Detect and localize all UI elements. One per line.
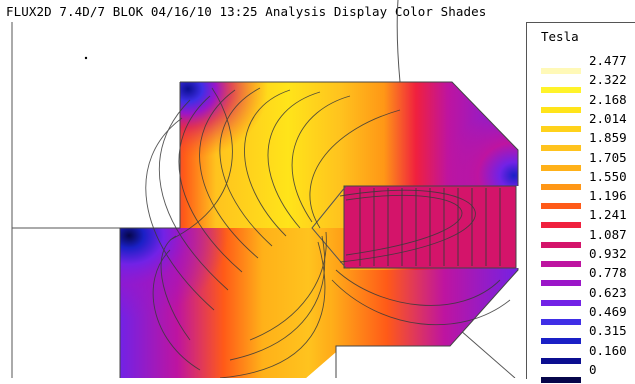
pole-notch — [311, 185, 347, 269]
legend-swatch — [541, 280, 581, 287]
legend-entry: 1.859 — [541, 130, 635, 152]
flux-plot-canvas — [11, 0, 519, 378]
block-flux-lines — [359, 188, 501, 266]
legend-entry: 0.932 — [541, 246, 635, 268]
legend-entry: 1.087 — [541, 227, 635, 249]
legend-entry: 2.014 — [541, 111, 635, 133]
legend-swatch — [541, 338, 581, 345]
legend-value: 0.623 — [589, 284, 627, 300]
color-legend: Tesla 2.477 2.322 2.168 2.014 1.859 1.705 1.55… — [526, 22, 635, 383]
legend-entry: 1.550 — [541, 169, 635, 191]
iron-outline — [119, 81, 519, 378]
legend-value: 0.932 — [589, 246, 627, 261]
legend-entry: 1.196 — [541, 188, 635, 210]
legend-swatch — [541, 87, 581, 94]
flux-density-shading — [120, 82, 518, 378]
legend-entry: 2.477 — [541, 53, 635, 75]
legend-swatch — [541, 106, 581, 113]
legend-swatch — [541, 318, 581, 325]
legend-entry: 0.315 — [541, 323, 635, 345]
legend-value: 2.322 — [589, 72, 627, 88]
legend-entry: 1.241 — [541, 207, 635, 229]
legend-entry: 0 — [541, 362, 635, 384]
legend-swatch — [541, 261, 581, 267]
legend-value: 1.196 — [589, 188, 627, 204]
legend-entry: 0.469 — [541, 304, 635, 326]
legend-swatch — [541, 145, 581, 152]
legend-swatch — [541, 125, 581, 132]
legend-value: 1.241 — [589, 207, 627, 223]
legend-value: 2.014 — [589, 110, 627, 126]
legend-unit-label: Tesla — [541, 29, 579, 44]
legend-entry: 1.705 — [541, 150, 635, 172]
legend-swatch — [541, 183, 581, 190]
legend-value: 1.550 — [589, 168, 627, 184]
legend-entry: 0.778 — [541, 265, 635, 287]
legend-swatch — [541, 357, 581, 364]
legend-swatch — [541, 68, 581, 74]
legend-swatch — [541, 164, 581, 171]
legend-value: 2.477 — [589, 53, 627, 68]
flux-lines — [145, 87, 511, 378]
legend-swatch — [541, 222, 581, 229]
legend-value: 2.168 — [589, 91, 627, 107]
legend-entry: 0.623 — [541, 285, 635, 307]
cursor-dot — [84, 56, 88, 60]
legend-swatch — [541, 299, 581, 306]
legend-value: 1.087 — [589, 226, 627, 242]
legend-swatch — [541, 203, 581, 210]
window-title: FLUX2D 7.4D/7 BLOK 04/16/10 13:25 Analys… — [6, 4, 487, 19]
legend-entry: 0.160 — [541, 343, 635, 365]
legend-value: 0.160 — [589, 342, 627, 358]
legend-value: 0.315 — [589, 323, 627, 339]
legend-value: 1.859 — [589, 130, 627, 146]
legend-entry: 2.322 — [541, 72, 635, 94]
legend-swatch — [541, 241, 581, 248]
legend-entry: 2.168 — [541, 92, 635, 114]
legend-value: 0 — [589, 361, 597, 377]
legend-value: 0.469 — [589, 303, 627, 319]
legend-value: 1.705 — [589, 149, 627, 165]
legend-value: 0.778 — [589, 265, 627, 281]
